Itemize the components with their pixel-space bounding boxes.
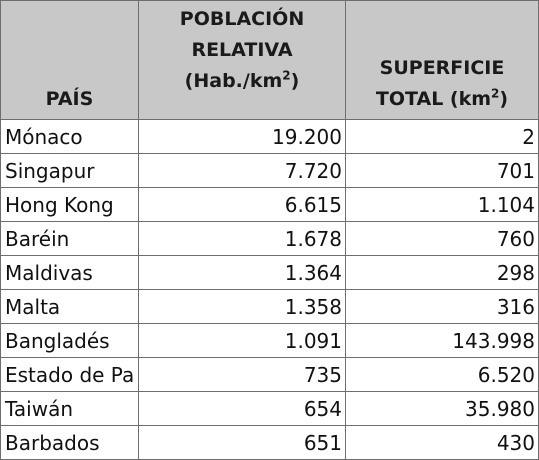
table-row: Estado de Pa 735 6.520 xyxy=(0,357,539,392)
country-cell: Hong Kong xyxy=(0,187,139,222)
area-cell: 298 xyxy=(345,255,539,290)
country-cell: Baréin xyxy=(0,221,139,256)
area-cell: 316 xyxy=(345,289,539,324)
area-cell: 760 xyxy=(345,221,539,256)
country-cell: Maldivas xyxy=(0,255,139,290)
density-cell: 1.678 xyxy=(138,221,346,256)
header-density-close: ) xyxy=(290,70,300,92)
table-row: Bangladés 1.091 143.998 xyxy=(0,323,539,358)
header-density-line1: POBLACIÓN xyxy=(179,8,305,30)
table-row: Maldivas 1.364 298 xyxy=(0,255,539,290)
country-cell: Malta xyxy=(0,289,139,324)
header-density-line2: RELATIVA xyxy=(191,39,293,61)
country-cell: Singapur xyxy=(0,153,139,188)
table-row: Singapur 7.720 701 xyxy=(0,153,539,188)
header-density-unit: (Hab./km xyxy=(184,70,283,92)
density-cell: 654 xyxy=(138,391,346,426)
area-cell: 6.520 xyxy=(345,357,539,392)
header-area-line1: SUPERFICIE xyxy=(379,57,505,79)
density-cell: 735 xyxy=(138,357,346,392)
header-area-unit: TOTAL (km xyxy=(375,88,492,110)
header-country: PAÍS xyxy=(0,0,139,120)
table-row: Taiwán 654 35.980 xyxy=(0,391,539,426)
density-cell: 1.364 xyxy=(138,255,346,290)
header-density-line3: (Hab./km2) xyxy=(139,66,345,97)
country-cell: Mónaco xyxy=(0,119,139,154)
density-cell: 651 xyxy=(138,425,346,460)
area-cell: 1.104 xyxy=(345,187,539,222)
area-cell: 701 xyxy=(345,153,539,188)
density-cell: 1.358 xyxy=(138,289,346,324)
density-cell: 1.091 xyxy=(138,323,346,358)
table-row: Hong Kong 6.615 1.104 xyxy=(0,187,539,222)
area-cell: 35.980 xyxy=(345,391,539,426)
header-country-label: PAÍS xyxy=(45,88,94,110)
header-row: PAÍS POBLACIÓN RELATIVA (Hab./km2) SUPER… xyxy=(0,0,539,120)
header-area-superscript: 2 xyxy=(491,86,500,101)
area-cell: 143.998 xyxy=(345,323,539,358)
area-cell: 2 xyxy=(345,119,539,154)
header-density-superscript: 2 xyxy=(282,68,291,83)
density-cell: 6.615 xyxy=(138,187,346,222)
header-area-line2: TOTAL (km2) xyxy=(346,84,538,115)
header-total-area: SUPERFICIE TOTAL (km2) xyxy=(345,0,539,120)
country-cell: Bangladés xyxy=(0,323,139,358)
country-cell: Taiwán xyxy=(0,391,139,426)
table-row: Barbados 651 430 xyxy=(0,425,539,460)
density-cell: 19.200 xyxy=(138,119,346,154)
header-area-close: ) xyxy=(499,88,509,110)
country-cell: Estado de Pa xyxy=(0,357,139,392)
area-cell: 430 xyxy=(345,425,539,460)
table-row: Mónaco 19.200 2 xyxy=(0,119,539,154)
header-population-density: POBLACIÓN RELATIVA (Hab./km2) xyxy=(138,0,346,120)
country-cell: Barbados xyxy=(0,425,139,460)
density-cell: 7.720 xyxy=(138,153,346,188)
table-row: Malta 1.358 316 xyxy=(0,289,539,324)
table-row: Baréin 1.678 760 xyxy=(0,221,539,256)
